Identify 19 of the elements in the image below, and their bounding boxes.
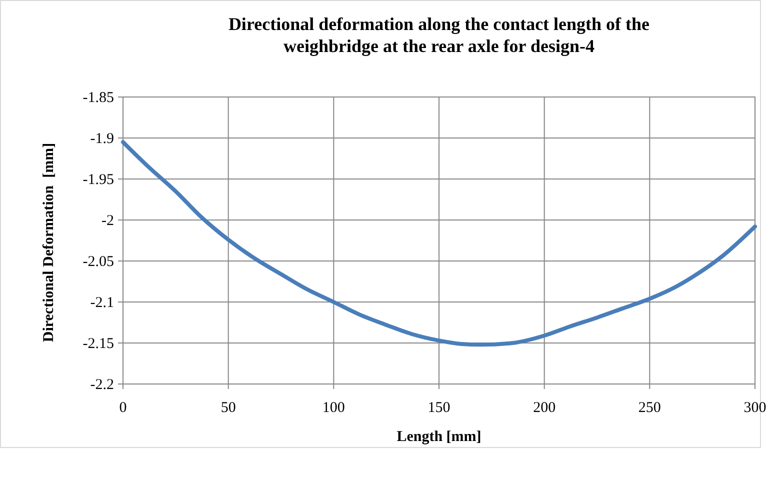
x-tick-label: 100	[322, 400, 345, 416]
x-axis-title: Length [mm]	[396, 429, 482, 445]
x-tick-label: 0	[119, 400, 127, 416]
y-tick-label: -2.1	[90, 295, 114, 311]
line-series	[121, 140, 757, 347]
y-tick-label: -1.85	[82, 90, 114, 106]
x-tick-label: 200	[533, 400, 556, 416]
x-tick-label: 150	[428, 400, 450, 416]
x-tick-label: 300	[744, 400, 766, 416]
x-tick-label: 50	[220, 400, 236, 416]
y-axis-title: Directional Deformation [mm]	[41, 142, 57, 342]
chart-title: Directional deformation along the contact length of the weighbridge at the rear axle for design-4	[228, 14, 650, 56]
y-tick-label: -1.9	[90, 131, 114, 147]
y-tick-label: -2.05	[82, 254, 114, 270]
x-tick-label: 250	[638, 400, 661, 416]
y-tick-label: -2	[102, 213, 114, 229]
y-tick-label: -2.15	[82, 336, 114, 352]
y-tick-label: -1.95	[82, 172, 114, 188]
y-tick-label: -2.2	[90, 377, 114, 393]
